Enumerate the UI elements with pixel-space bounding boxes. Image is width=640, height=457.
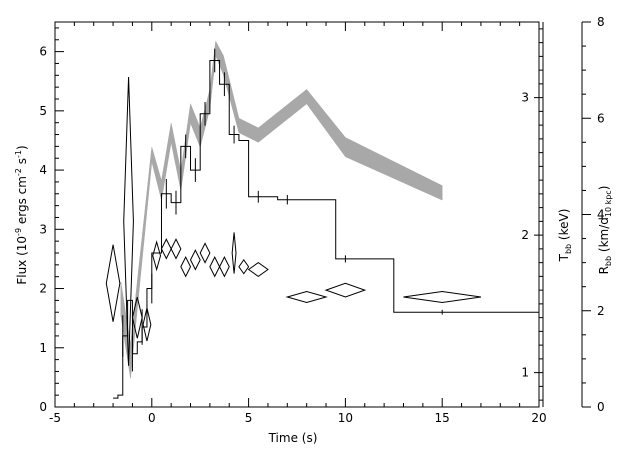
x-tick-label: 10 [338,411,353,425]
y-tick-label-radius: 0 [597,400,605,414]
x-tick-label: -5 [49,411,61,425]
y-tick-label-flux: 6 [39,45,47,59]
y-tick-label-temperature: 2 [521,228,529,242]
y-tick-label-flux: 1 [39,341,47,355]
temperature-diamond [170,238,182,260]
y-axis-label-radius: Rbb (km/d10 kpc) [597,186,613,275]
temperature-diamond [247,262,269,277]
y-tick-label-flux: 0 [39,400,47,414]
y-tick-label-temperature: 3 [521,91,529,105]
temperature-diamond [123,76,134,366]
temperature-diamond [324,282,367,298]
temperature-diamond [160,238,172,260]
y-tick-label-flux: 3 [39,222,47,236]
temperature-diamond [219,256,230,278]
temperature-diamond [209,256,221,278]
y-tick-label-flux: 4 [39,163,47,177]
flux-histogram-layer [113,48,539,399]
x-tick-label: 15 [435,411,450,425]
temperature-diamond [152,240,162,272]
temperature-diamond [403,290,481,304]
y-tick-label-radius: 6 [597,111,605,125]
y-axis-label-temperature: Tbb (keV) [557,209,573,263]
radius-band-layer [120,40,443,379]
temperature-diamond [105,244,121,322]
plot-frame [54,21,540,408]
x-tick-label: 5 [245,411,253,425]
y-tick-label-radius: 2 [597,304,605,318]
y-tick-label-flux: 5 [39,104,47,118]
temperature-diamond [142,307,152,342]
temperature-diamond [238,259,250,275]
temperature-diamond [231,232,237,274]
temperature-diamond [189,249,201,271]
y-axis-label-flux: Flux (10-9 ergs cm-2 s-1) [14,145,29,284]
temperature-diamond [180,256,192,278]
x-axis-label: Time (s) [268,431,318,445]
temperature-diamond [199,242,211,264]
temperature-diamond [285,290,328,304]
temperature-diamond [131,296,143,339]
y-tick-label-temperature: 1 [521,366,529,380]
y-tick-label-radius: 4 [597,208,605,222]
x-tick-label: 20 [531,411,546,425]
x-tick-label: 0 [148,411,156,425]
y-tick-label-flux: 2 [39,282,47,296]
radius-band [120,40,443,379]
flux-histogram-line [113,60,539,399]
temperature-diamond-layer [105,76,481,366]
y-tick-label-radius: 8 [597,15,605,29]
